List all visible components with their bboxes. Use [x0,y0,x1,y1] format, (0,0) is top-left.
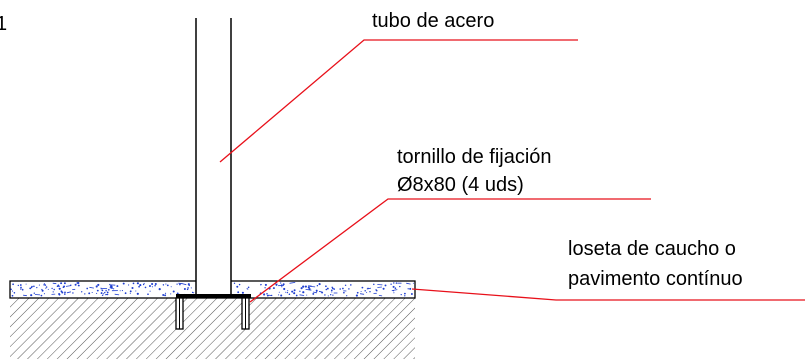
fixing-screw-left [175,297,184,330]
base-plate [176,294,251,298]
screw-label-line2: Ø8x80 (4 uds) [397,174,524,196]
tube-label: tubo de acero [372,10,494,32]
screw-label-line1: tornillo de fijación [397,146,552,168]
tile-label-line2: pavimento contínuo [568,268,743,290]
corner-mark: 1 [0,13,7,35]
tube-opening [196,280,231,298]
tile-label-line1: loseta de caucho o [568,238,736,260]
tile-leader-line [411,288,805,301]
fixing-screw-right [241,297,250,330]
tube-leader-line [219,39,578,163]
screw-leader-line [249,198,651,303]
ground-hatch [10,298,415,359]
